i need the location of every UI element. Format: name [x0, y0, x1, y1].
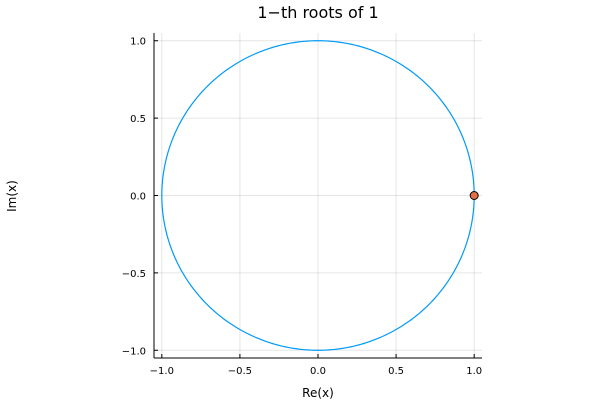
y-tick-label: 0.0 — [130, 192, 146, 203]
x-tick-label: −1.0 — [150, 366, 174, 377]
x-axis-label: Re(x) — [302, 386, 334, 400]
y-tick-label: −1.0 — [122, 346, 146, 357]
series-layer — [161, 40, 479, 351]
chart-title: 1−th roots of 1 — [257, 3, 378, 22]
y-axis-label: Im(x) — [5, 180, 19, 212]
y-tick-label: 0.5 — [130, 114, 146, 125]
y-tick-label: 1.0 — [130, 37, 146, 48]
x-tick-labels: −1.0 −0.5 0.0 0.5 1.0 — [150, 366, 482, 377]
x-tick-label: 0.5 — [388, 366, 404, 377]
x-tick-label: 1.0 — [466, 366, 482, 377]
y-tick-labels: −1.0 −0.5 0.0 0.5 1.0 — [122, 37, 146, 358]
root-point — [469, 191, 479, 200]
x-tick-label: −0.5 — [228, 366, 252, 377]
unit-circle-line — [161, 40, 475, 351]
x-tick-label: 0.0 — [310, 366, 326, 377]
y-tick-label: −0.5 — [122, 269, 146, 280]
axis-frame — [153, 33, 482, 359]
